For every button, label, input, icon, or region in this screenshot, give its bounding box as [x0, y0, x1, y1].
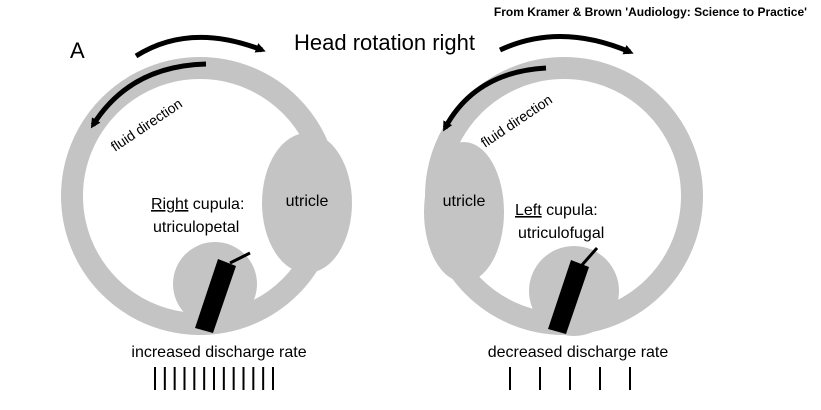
- left-utricle-label: utricle: [286, 193, 329, 210]
- right-cupula-hair-cell: [548, 260, 589, 334]
- left-cupula-type: utriculopetal: [153, 219, 239, 236]
- right-fluid-arrow: [442, 65, 547, 132]
- left-spike-train: [154, 367, 274, 390]
- left-cupula-suffix: cupula:: [188, 196, 244, 213]
- left-cupula-side: Right: [151, 196, 189, 213]
- left-rotation-arrow: [134, 34, 266, 59]
- right-rotation-arrow: [498, 34, 634, 55]
- right-discharge-label: decreased discharge rate: [488, 344, 669, 361]
- left-cupula-label: Right cupula:: [151, 196, 244, 213]
- right-spike-train: [509, 367, 631, 390]
- right-cupula-side: Left: [515, 202, 542, 219]
- right-kinocilium: [580, 247, 599, 266]
- diagram-title: Head rotation right: [294, 30, 475, 55]
- right-cupula-label: Left cupula:: [515, 202, 598, 219]
- left-canal-panel: fluid direction utricle Right cupula: ut…: [61, 34, 352, 390]
- left-cupula-hair-cell: [195, 259, 236, 333]
- left-discharge-label: increased discharge rate: [131, 344, 306, 361]
- right-cupula-suffix: cupula:: [542, 202, 598, 219]
- left-utricle: [262, 133, 352, 273]
- left-kinocilium: [229, 251, 251, 265]
- left-fluid-arrow: [90, 61, 207, 129]
- right-canal-panel: fluid direction utricle Left cupula: utr…: [424, 34, 703, 390]
- right-cupula-type: utriculofugal: [518, 225, 604, 242]
- right-utricle: [424, 142, 504, 282]
- panel-letter: A: [70, 38, 85, 63]
- right-utricle-label: utricle: [443, 193, 486, 210]
- credit-text: From Kramer & Brown 'Audiology: Science …: [494, 5, 807, 19]
